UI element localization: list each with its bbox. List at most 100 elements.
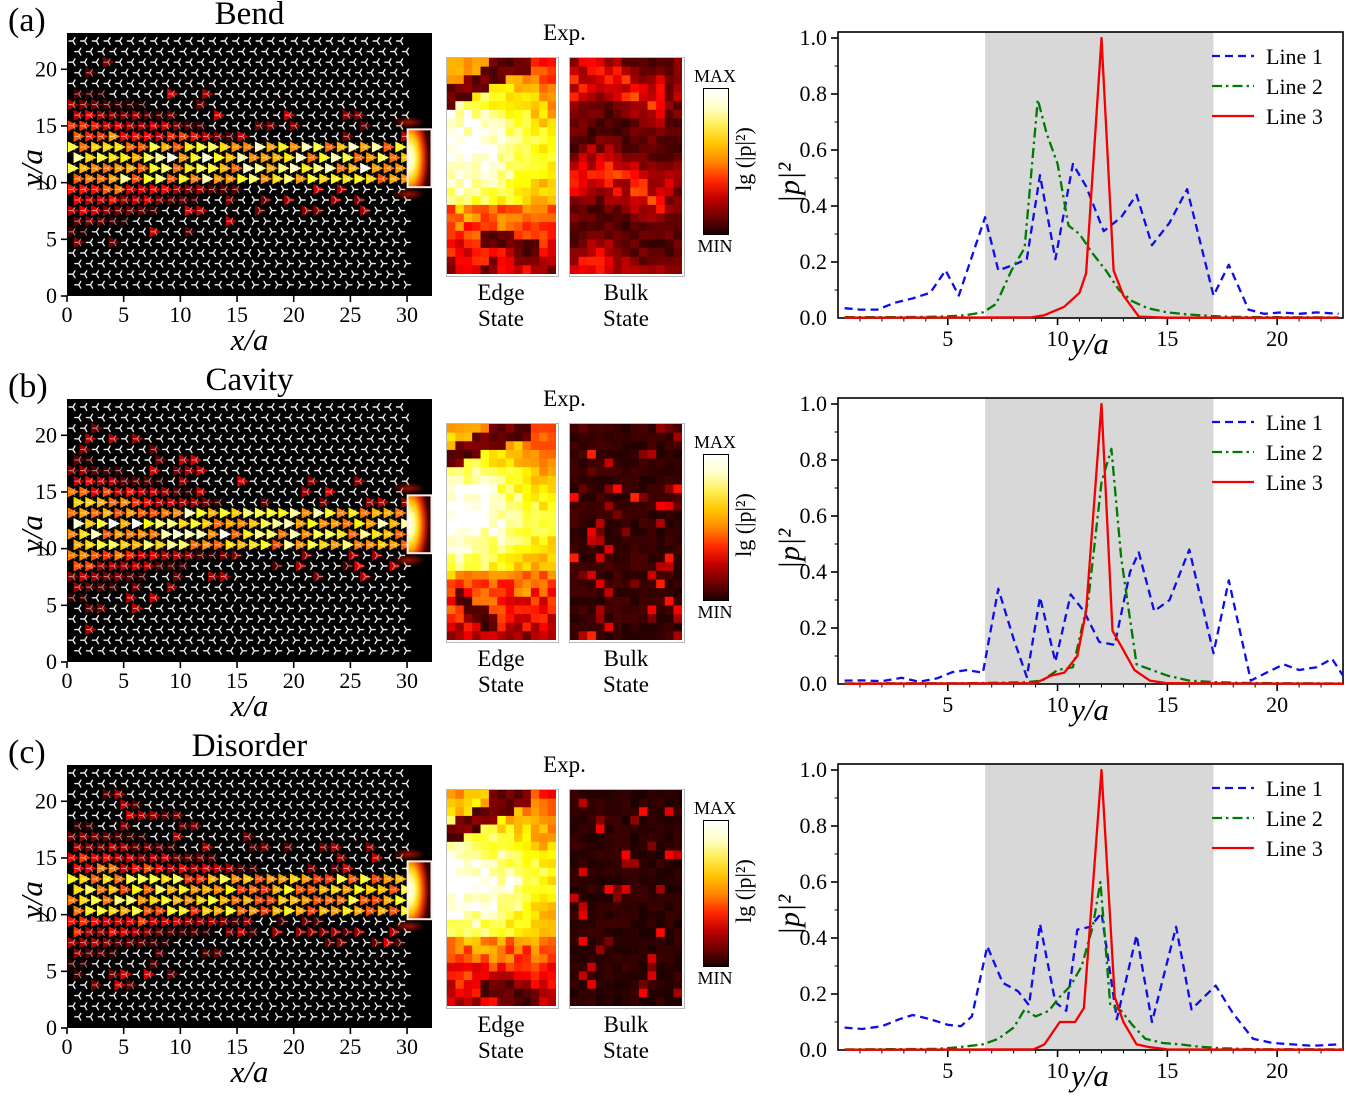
sim-x-axis-label-b: x/a: [230, 688, 269, 723]
svg-text:0.2: 0.2: [800, 615, 828, 640]
svg-text:20: 20: [1266, 326, 1288, 351]
svg-text:25: 25: [339, 302, 361, 327]
svg-text:15: 15: [35, 845, 57, 870]
experiment-title-a: Exp.: [543, 20, 586, 45]
bulk-state-panel-b: [569, 423, 685, 643]
svg-text:20: 20: [1266, 692, 1288, 717]
colorbar-axis-label-b: lg (|p|²): [731, 493, 756, 557]
simulation-heatmap-b: 0 5 10 15 20 25 30 0 5 10 15 20: [35, 399, 433, 693]
svg-text:15: 15: [1156, 326, 1178, 351]
svg-text:Line 1: Line 1: [1266, 44, 1323, 69]
chart-x-axis-label-b: y/a: [1071, 692, 1109, 727]
svg-text:0.4: 0.4: [800, 193, 828, 218]
svg-text:Line 3: Line 3: [1266, 836, 1323, 861]
svg-text:0.8: 0.8: [800, 81, 828, 106]
panel-label-b: (b): [8, 368, 48, 405]
chart-y-axis-label-c: |p|²: [773, 894, 806, 936]
experiment-title-b: Exp.: [543, 386, 586, 411]
colorbar-min-label-a: MIN: [697, 236, 733, 256]
svg-text:20: 20: [35, 788, 57, 813]
svg-text:15: 15: [1156, 692, 1178, 717]
svg-text:Line 1: Line 1: [1266, 410, 1323, 435]
bulk-state-label-a: Bulk State: [603, 280, 649, 331]
colorbar-max-label-a: MAX: [693, 66, 736, 86]
colorbar-b: [703, 454, 729, 601]
bulk-state-heatmap-b: [570, 424, 682, 640]
svg-text:5: 5: [118, 1034, 129, 1059]
edge-state-label-a: Edge State: [477, 280, 525, 331]
svg-text:10: 10: [1047, 326, 1069, 351]
svg-text:5: 5: [46, 226, 57, 251]
sim-title-b: Cavity: [205, 362, 294, 398]
bulk-state-label-b: Bulk State: [603, 646, 649, 697]
svg-text:0.4: 0.4: [800, 925, 828, 950]
bulk-state-panel-c: [569, 789, 685, 1009]
chart-y-axis-label-b: |p|²: [773, 528, 806, 570]
chart-y-axis-label-a: |p|²: [773, 162, 806, 204]
chart-x-axis-label-c: y/a: [1071, 1058, 1109, 1093]
svg-text:0.0: 0.0: [800, 1037, 828, 1062]
svg-text:5: 5: [118, 668, 129, 693]
svg-text:10: 10: [169, 302, 191, 327]
svg-text:20: 20: [35, 56, 57, 81]
svg-text:1.0: 1.0: [800, 391, 828, 416]
sim-y-axis-label-b: y/a: [14, 515, 49, 553]
row-b: (b) Cavity 0 5 10 15 20 25 30 0 5 10 15 20 y/a x/a …: [0, 362, 1347, 733]
panel-label-c: (c): [8, 734, 46, 771]
svg-text:0.0: 0.0: [800, 671, 828, 696]
svg-text:25: 25: [339, 1034, 361, 1059]
svg-text:25: 25: [339, 668, 361, 693]
svg-text:10: 10: [169, 668, 191, 693]
sim-y-axis-label-a: y/a: [14, 149, 49, 187]
colorbar-max-label-c: MAX: [693, 798, 736, 818]
svg-text:Line 3: Line 3: [1266, 104, 1323, 129]
bulk-state-heatmap-c: [570, 790, 682, 1006]
svg-text:15: 15: [35, 479, 57, 504]
svg-text:10: 10: [35, 170, 57, 195]
svg-text:0: 0: [62, 1034, 73, 1059]
svg-text:Line 1: Line 1: [1266, 776, 1323, 801]
row-a: (a) Bend 0 5 10 15 20 25 30 0 5 10 15 20 y/a x/a Ex…: [0, 0, 1347, 367]
colorbar-min-label-b: MIN: [697, 602, 733, 622]
svg-text:0.2: 0.2: [800, 249, 828, 274]
svg-text:15: 15: [226, 1034, 248, 1059]
svg-text:0.2: 0.2: [800, 981, 828, 1006]
line-chart-c: 5 10 15 20 0.0 0.2 0.4 0.6 0.8 1.0 Line 1 Line 2 Lin…: [800, 757, 1344, 1083]
svg-text:0.6: 0.6: [800, 503, 828, 528]
bulk-state-heatmap-a: [570, 58, 682, 274]
svg-text:30: 30: [396, 668, 418, 693]
colorbar-c: [703, 820, 729, 967]
svg-text:0.0: 0.0: [800, 305, 828, 330]
colorbar-axis-label-a: lg (|p|²): [731, 127, 756, 191]
svg-text:0.8: 0.8: [800, 813, 828, 838]
svg-text:10: 10: [1047, 692, 1069, 717]
svg-text:1.0: 1.0: [800, 25, 828, 50]
svg-text:15: 15: [226, 302, 248, 327]
svg-text:10: 10: [1047, 1058, 1069, 1083]
svg-text:10: 10: [35, 536, 57, 561]
svg-text:30: 30: [396, 1034, 418, 1059]
svg-text:5: 5: [46, 958, 57, 983]
panel-label-a: (a): [8, 2, 46, 39]
svg-text:15: 15: [226, 668, 248, 693]
svg-text:0.6: 0.6: [800, 869, 828, 894]
svg-text:Line 3: Line 3: [1266, 470, 1323, 495]
edge-state-heatmap-b: [447, 424, 556, 640]
svg-text:0: 0: [62, 302, 73, 327]
svg-text:Line 2: Line 2: [1266, 806, 1323, 831]
edge-state-label-c: Edge State: [477, 1012, 525, 1063]
simulation-heatmap-a: 0 5 10 15 20 25 30 0 5 10 15 20: [35, 33, 433, 327]
svg-text:30: 30: [396, 302, 418, 327]
svg-text:20: 20: [283, 668, 305, 693]
colorbar-max-label-b: MAX: [693, 432, 736, 452]
colorbar-a: [703, 88, 729, 235]
bulk-state-label-c: Bulk State: [603, 1012, 649, 1063]
svg-text:0: 0: [62, 668, 73, 693]
edge-state-heatmap-a: [447, 58, 556, 274]
line-chart-a: 5 10 15 20 0.0 0.2 0.4 0.6 0.8 1.0 Line 1 Line 2 Lin…: [800, 25, 1344, 351]
svg-text:15: 15: [35, 113, 57, 138]
svg-text:0.6: 0.6: [800, 137, 828, 162]
svg-text:10: 10: [169, 1034, 191, 1059]
colorbar-axis-label-c: lg (|p|²): [731, 859, 756, 923]
